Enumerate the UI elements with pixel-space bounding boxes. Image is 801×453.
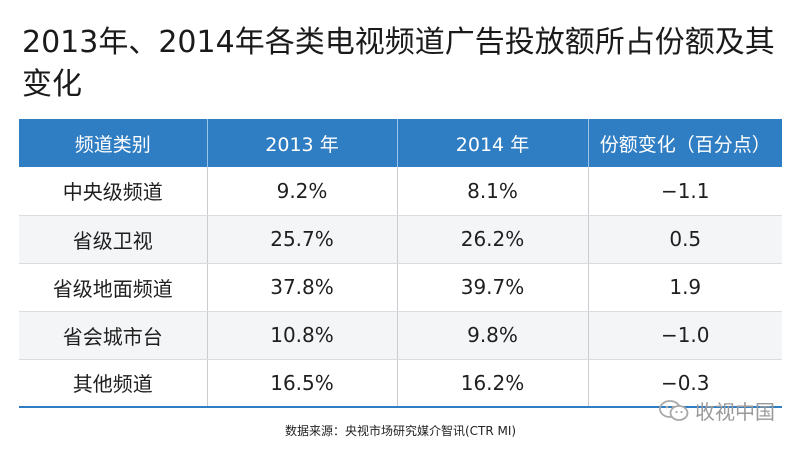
data-source-note: 数据来源：央视市场研究媒介智讯(CTR MI) [284, 424, 517, 438]
cell-2013: 37.8% [206, 263, 397, 312]
header-2013: 2013 年 [206, 119, 397, 167]
table-row: 中央级频道 9.2% 8.1% −1.1 [19, 167, 782, 216]
cell-2013: 9.2% [206, 167, 397, 216]
cell-change: −0.3 [587, 359, 782, 408]
table-header-row: 频道类别 2013 年 2014 年 份额变化（百分点） [19, 119, 782, 167]
header-2014: 2014 年 [396, 119, 588, 167]
header-channel-category: 频道类别 [74, 133, 151, 156]
cell-change: 1.9 [587, 263, 782, 312]
cell-2014: 8.1% [396, 167, 588, 216]
cell-category: 中央级频道 [19, 167, 207, 216]
table-row: 其他频道 16.5% 16.2% −0.3 [19, 359, 782, 408]
cell-change: −1.0 [587, 311, 782, 360]
cell-2014: 39.7% [396, 263, 588, 312]
cell-2014: 16.2% [396, 359, 588, 408]
cell-category: 其他频道 [19, 359, 207, 408]
cell-2014: 26.2% [396, 215, 588, 264]
cell-2013: 25.7% [206, 215, 397, 264]
watermark-text: 收视中国 [695, 400, 775, 424]
share-table: 频道类别 2013 年 2014 年 份额变化（百分点） 中央级频道 9.2% … [19, 119, 782, 408]
cell-change: −1.1 [587, 167, 782, 216]
table-row: 省级卫视 25.7% 26.2% 0.5 [19, 215, 782, 264]
wechat-icon [659, 399, 689, 421]
cell-category: 省级卫视 [19, 215, 207, 264]
cell-2013: 16.5% [206, 359, 397, 408]
header-share-change: 份额变化（百分点） [587, 119, 782, 167]
cell-2013: 10.8% [206, 311, 397, 360]
cell-category: 省会城市台 [19, 311, 207, 360]
table-row: 省级地面频道 37.8% 39.7% 1.9 [19, 263, 782, 312]
watermark: 收视中国 [659, 396, 775, 425]
cell-change: 0.5 [587, 215, 782, 264]
cell-category: 省级地面频道 [19, 263, 207, 312]
data-table: 频道类别 2013 年 2014 年 份额变化（百分点） 中央级频道 9.2% … [19, 119, 782, 408]
cell-2014: 9.8% [396, 311, 588, 360]
table-row: 省会城市台 10.8% 9.8% −1.0 [19, 311, 782, 360]
page-title: 2013年、2014年各类电视频道广告投放额所占份额及其变化 [22, 25, 775, 102]
